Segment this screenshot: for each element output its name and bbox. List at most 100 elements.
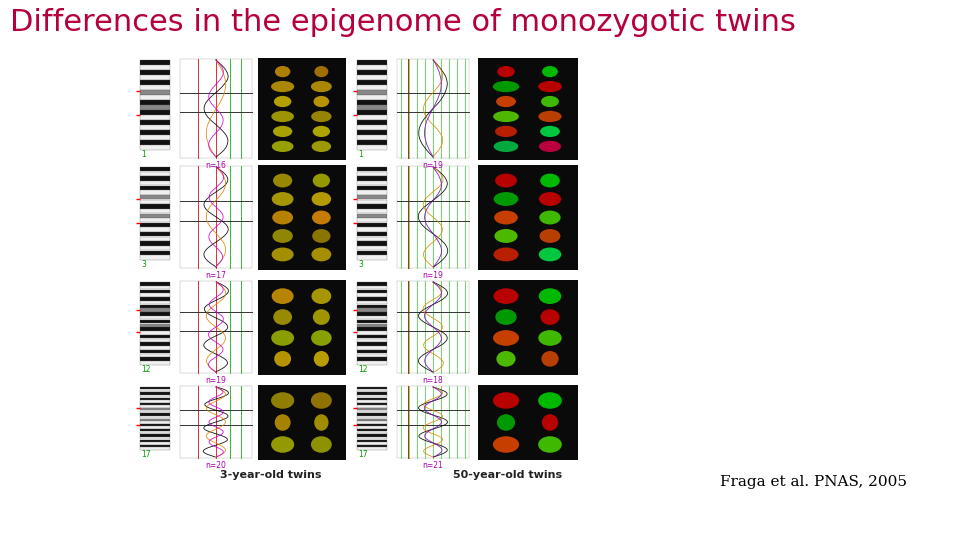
Ellipse shape: [275, 351, 291, 367]
Ellipse shape: [314, 414, 328, 431]
Ellipse shape: [311, 81, 332, 92]
Bar: [357, 145, 387, 150]
Text: n=19: n=19: [422, 161, 444, 170]
Bar: [357, 312, 387, 316]
Text: Fraga et al. PNAS, 2005: Fraga et al. PNAS, 2005: [720, 475, 907, 489]
Bar: [357, 350, 387, 353]
Bar: [357, 90, 387, 94]
Bar: [357, 437, 387, 440]
Bar: [357, 434, 387, 437]
Bar: [357, 286, 387, 289]
Text: 12: 12: [141, 365, 151, 374]
Bar: [357, 339, 387, 342]
Bar: [357, 105, 387, 110]
Ellipse shape: [496, 351, 516, 367]
Text: 12: 12: [358, 365, 368, 374]
Text: n=21: n=21: [422, 461, 444, 470]
Bar: [357, 403, 387, 405]
Text: n=19: n=19: [205, 376, 227, 385]
Ellipse shape: [272, 192, 294, 206]
Bar: [140, 195, 170, 199]
Ellipse shape: [539, 392, 562, 409]
Bar: [140, 397, 170, 400]
Ellipse shape: [493, 141, 518, 152]
Bar: [140, 395, 170, 397]
Ellipse shape: [314, 96, 329, 107]
Bar: [140, 400, 170, 402]
Bar: [140, 120, 170, 125]
Bar: [357, 241, 387, 246]
Bar: [140, 105, 170, 110]
Ellipse shape: [495, 309, 516, 325]
Bar: [140, 241, 170, 246]
Ellipse shape: [314, 66, 328, 77]
Text: 1: 1: [141, 150, 146, 159]
Ellipse shape: [271, 436, 294, 453]
Bar: [357, 120, 387, 125]
Bar: [357, 172, 387, 176]
Bar: [357, 406, 387, 408]
Bar: [357, 289, 387, 293]
Bar: [357, 390, 387, 392]
Bar: [478, 280, 578, 375]
Ellipse shape: [539, 192, 562, 206]
Bar: [357, 305, 387, 308]
Bar: [357, 320, 387, 323]
Bar: [140, 145, 170, 150]
Bar: [357, 392, 387, 395]
Bar: [140, 209, 170, 213]
Bar: [357, 416, 387, 418]
Ellipse shape: [312, 192, 331, 206]
Ellipse shape: [272, 288, 294, 304]
Ellipse shape: [539, 247, 562, 261]
Bar: [478, 385, 578, 460]
Bar: [180, 386, 252, 458]
Text: 50-year-old twins: 50-year-old twins: [453, 470, 563, 480]
Bar: [140, 135, 170, 140]
Ellipse shape: [540, 174, 560, 187]
Bar: [140, 232, 170, 237]
Bar: [140, 90, 170, 94]
Ellipse shape: [541, 414, 558, 431]
Ellipse shape: [274, 96, 292, 107]
Bar: [357, 323, 387, 327]
Ellipse shape: [271, 81, 294, 92]
Ellipse shape: [493, 330, 519, 346]
Bar: [140, 297, 170, 301]
Text: n=18: n=18: [422, 376, 444, 385]
Text: 17: 17: [358, 450, 368, 459]
Bar: [357, 130, 387, 134]
Bar: [140, 403, 170, 405]
Bar: [140, 406, 170, 408]
Bar: [140, 140, 170, 145]
Bar: [140, 357, 170, 361]
Bar: [357, 397, 387, 400]
Bar: [357, 213, 387, 218]
Ellipse shape: [272, 111, 294, 122]
Bar: [357, 75, 387, 79]
Bar: [357, 327, 387, 331]
Bar: [357, 421, 387, 423]
Ellipse shape: [274, 309, 292, 325]
Bar: [357, 410, 387, 413]
Bar: [140, 200, 170, 204]
Text: 1: 1: [358, 150, 363, 159]
Bar: [140, 410, 170, 413]
Bar: [140, 204, 170, 208]
Ellipse shape: [314, 351, 329, 367]
Bar: [357, 100, 387, 105]
Bar: [357, 395, 387, 397]
Ellipse shape: [542, 66, 558, 77]
Bar: [140, 342, 170, 346]
Bar: [357, 251, 387, 255]
Bar: [180, 281, 252, 373]
Bar: [357, 204, 387, 208]
Ellipse shape: [272, 141, 294, 152]
Bar: [140, 445, 170, 447]
Bar: [140, 255, 170, 260]
Bar: [357, 413, 387, 416]
Ellipse shape: [312, 229, 330, 243]
Text: 3: 3: [358, 260, 363, 269]
Bar: [140, 289, 170, 293]
Bar: [140, 246, 170, 251]
